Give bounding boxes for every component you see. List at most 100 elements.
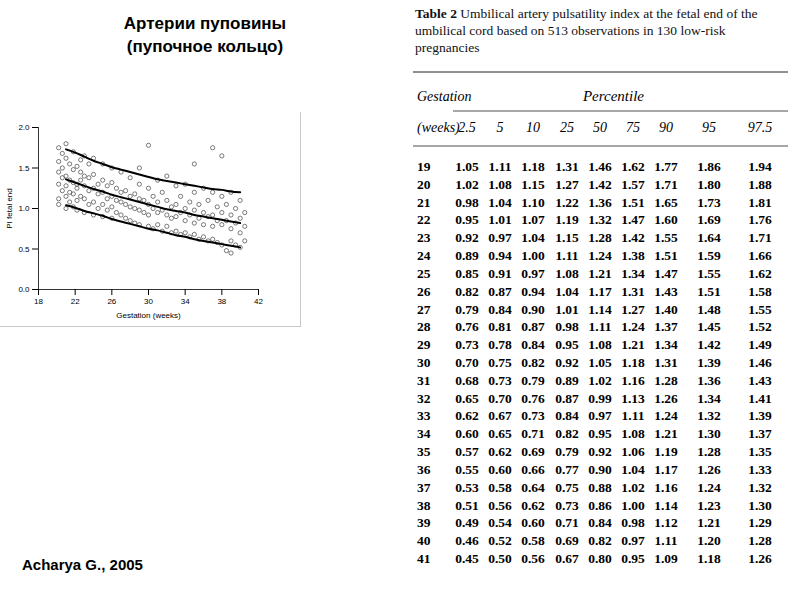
svg-text:0.97: 0.97 — [488, 230, 512, 245]
svg-text:1.34: 1.34 — [654, 337, 678, 352]
svg-text:1.37: 1.37 — [654, 319, 678, 334]
svg-text:1.19: 1.19 — [654, 444, 678, 459]
svg-text:0.79: 0.79 — [455, 302, 479, 317]
svg-text:23: 23 — [417, 230, 431, 245]
svg-text:1.05: 1.05 — [455, 159, 479, 174]
svg-text:1.02: 1.02 — [621, 480, 645, 495]
svg-text:0.78: 0.78 — [488, 337, 512, 352]
svg-text:0.94: 0.94 — [521, 284, 545, 299]
svg-text:22: 22 — [71, 297, 80, 306]
svg-text:1.42: 1.42 — [621, 230, 645, 245]
svg-text:1.62: 1.62 — [748, 266, 772, 281]
svg-text:0.82: 0.82 — [455, 284, 479, 299]
svg-text:34: 34 — [181, 297, 190, 306]
svg-text:1.09: 1.09 — [654, 551, 678, 566]
svg-text:0.97: 0.97 — [521, 266, 545, 281]
svg-text:0.60: 0.60 — [455, 426, 479, 441]
svg-text:95: 95 — [702, 120, 716, 135]
svg-text:0.51: 0.51 — [455, 498, 479, 513]
svg-text:1.32: 1.32 — [588, 212, 612, 227]
svg-text:0.57: 0.57 — [455, 444, 479, 459]
svg-text:0.5: 0.5 — [18, 245, 30, 254]
svg-text:1.21: 1.21 — [654, 426, 678, 441]
svg-text:0.87: 0.87 — [521, 319, 545, 334]
svg-text:0.88: 0.88 — [588, 480, 612, 495]
svg-text:0.84: 0.84 — [555, 408, 579, 423]
svg-text:1.34: 1.34 — [697, 391, 721, 406]
svg-text:1.69: 1.69 — [697, 212, 721, 227]
svg-text:1.46: 1.46 — [588, 159, 612, 174]
svg-text:37: 37 — [417, 480, 431, 495]
svg-text:0.53: 0.53 — [455, 480, 479, 495]
svg-text:5: 5 — [497, 120, 504, 135]
svg-text:1.04: 1.04 — [621, 462, 645, 477]
svg-text:1.37: 1.37 — [748, 426, 772, 441]
svg-text:Gestation: Gestation — [417, 89, 471, 104]
svg-text:90: 90 — [659, 120, 673, 135]
svg-text:0.87: 0.87 — [555, 391, 579, 406]
svg-text:0.45: 0.45 — [455, 551, 479, 566]
svg-text:1.29: 1.29 — [748, 515, 772, 530]
svg-text:0.95: 0.95 — [588, 426, 612, 441]
svg-text:0.92: 0.92 — [588, 444, 612, 459]
svg-text:0.50: 0.50 — [488, 551, 512, 566]
svg-text:2.0: 2.0 — [18, 123, 30, 132]
svg-text:1.52: 1.52 — [748, 319, 772, 334]
svg-text:0.67: 0.67 — [555, 551, 579, 566]
svg-text:0.99: 0.99 — [588, 391, 612, 406]
svg-text:0.98: 0.98 — [455, 195, 479, 210]
svg-text:1.76: 1.76 — [748, 212, 772, 227]
svg-text:0.81: 0.81 — [488, 319, 512, 334]
svg-text:0.56: 0.56 — [521, 551, 545, 566]
svg-text:32: 32 — [417, 391, 431, 406]
svg-text:1.81: 1.81 — [748, 195, 772, 210]
svg-text:Percentile: Percentile — [582, 88, 644, 104]
svg-text:0.97: 0.97 — [588, 408, 612, 423]
svg-text:1.58: 1.58 — [748, 284, 772, 299]
svg-text:1.05: 1.05 — [588, 355, 612, 370]
svg-text:0.71: 0.71 — [521, 426, 545, 441]
svg-text:0.98: 0.98 — [621, 515, 645, 530]
svg-text:0.91: 0.91 — [488, 266, 512, 281]
svg-text:0.95: 0.95 — [555, 337, 579, 352]
svg-text:0.82: 0.82 — [521, 355, 545, 370]
svg-text:1.51: 1.51 — [654, 248, 678, 263]
svg-text:1.08: 1.08 — [555, 266, 579, 281]
svg-text:1.30: 1.30 — [748, 498, 772, 513]
svg-text:33: 33 — [417, 408, 431, 423]
svg-text:1.11: 1.11 — [589, 319, 612, 334]
svg-text:1.11: 1.11 — [622, 408, 645, 423]
svg-text:24: 24 — [417, 248, 431, 263]
svg-text:1.28: 1.28 — [654, 373, 678, 388]
svg-text:1.60: 1.60 — [654, 212, 678, 227]
svg-text:20: 20 — [417, 177, 431, 192]
svg-text:0.52: 0.52 — [488, 533, 512, 548]
svg-text:0.92: 0.92 — [455, 230, 479, 245]
svg-text:1.51: 1.51 — [621, 195, 645, 210]
svg-text:1.36: 1.36 — [697, 373, 721, 388]
svg-text:1.49: 1.49 — [748, 337, 772, 352]
svg-text:0.64: 0.64 — [521, 480, 545, 495]
svg-text:1.19: 1.19 — [555, 212, 579, 227]
svg-text:1.23: 1.23 — [697, 498, 721, 513]
svg-text:1.31: 1.31 — [621, 284, 645, 299]
svg-text:1.86: 1.86 — [697, 159, 721, 174]
svg-text:1.51: 1.51 — [697, 284, 721, 299]
svg-text:1.47: 1.47 — [621, 212, 645, 227]
svg-text:1.64: 1.64 — [697, 230, 721, 245]
svg-text:0.60: 0.60 — [521, 515, 545, 530]
svg-text:26: 26 — [107, 297, 116, 306]
svg-text:50: 50 — [593, 120, 607, 135]
svg-text:1.41: 1.41 — [748, 391, 772, 406]
svg-text:1.01: 1.01 — [555, 302, 579, 317]
svg-text:1.24: 1.24 — [697, 480, 721, 495]
svg-text:1.04: 1.04 — [521, 230, 545, 245]
svg-text:0.94: 0.94 — [488, 248, 512, 263]
svg-text:1.33: 1.33 — [748, 462, 772, 477]
svg-text:1.08: 1.08 — [488, 177, 512, 192]
svg-text:1.0: 1.0 — [18, 204, 30, 213]
svg-text:1.66: 1.66 — [748, 248, 772, 263]
svg-text:0.75: 0.75 — [555, 480, 579, 495]
svg-text:0.76: 0.76 — [521, 391, 545, 406]
svg-text:1.16: 1.16 — [654, 480, 678, 495]
